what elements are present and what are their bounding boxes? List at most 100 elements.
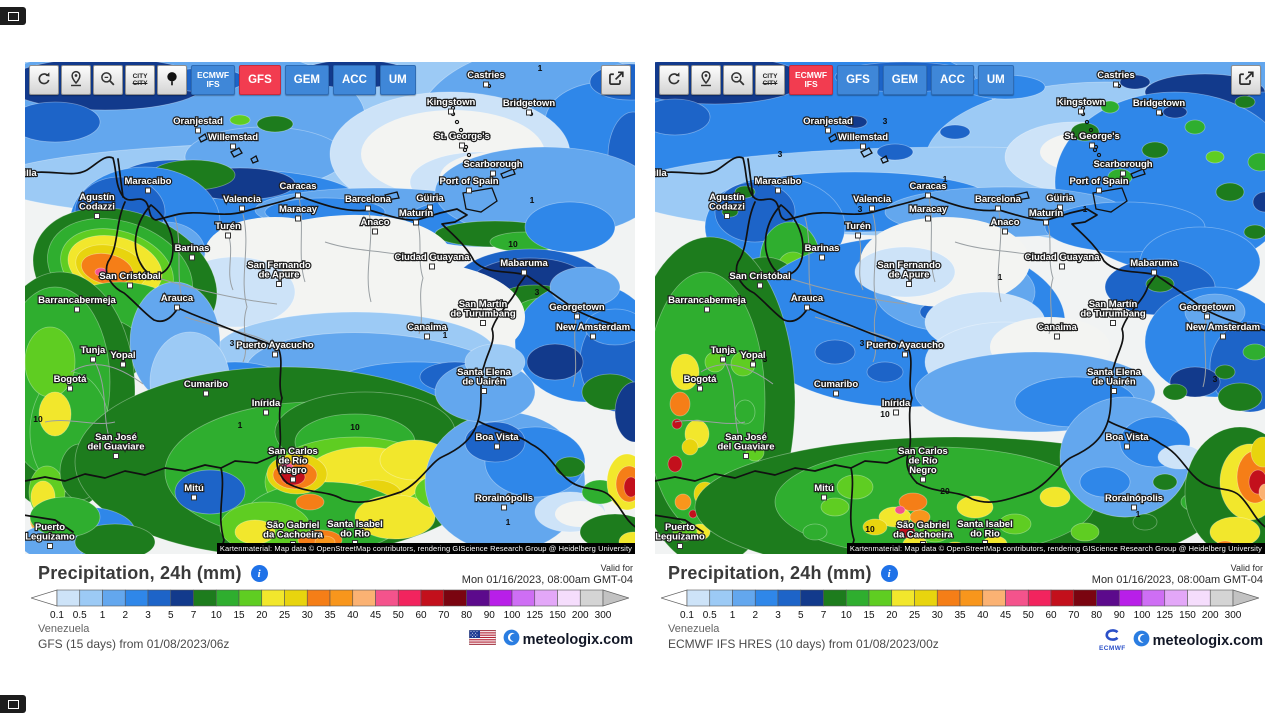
legend-header: Precipitation, 24h (mm) i Valid for Mon …: [25, 563, 635, 586]
model-tab-ecmwf-ifs[interactable]: ECMWF IFS: [789, 65, 834, 95]
svg-text:Tunja: Tunja: [711, 345, 736, 356]
export-button[interactable]: [1231, 65, 1261, 95]
city-label: New Amsterdam: [555, 321, 631, 340]
svg-text:3: 3: [535, 287, 540, 297]
svg-text:35: 35: [954, 610, 966, 620]
map-toolbar: CITY CITY ECMWF IFS GFS GEM ACC UM: [29, 65, 416, 95]
svg-text:10: 10: [865, 524, 875, 534]
precipitation-map-gfs[interactable]: 11110313110101BarranquillaCartagenaSince…: [25, 62, 635, 554]
city-label: Puerto Leguízamo: [25, 521, 76, 549]
svg-text:Valencia: Valencia: [223, 194, 262, 205]
svg-text:Oranjestad: Oranjestad: [173, 116, 223, 127]
city-label: Port of Spain: [438, 175, 500, 194]
valid-for-block: Valid for Mon 01/16/2023, 08:00am GMT-04: [462, 563, 633, 586]
svg-text:Barrancabermeja: Barrancabermeja: [38, 295, 116, 306]
location-button[interactable]: [61, 65, 91, 95]
svg-text:Barranquilla: Barranquilla: [25, 168, 37, 179]
svg-text:7: 7: [821, 610, 827, 620]
svg-text:Yopal: Yopal: [110, 350, 135, 361]
model-tab-gfs[interactable]: GFS: [837, 65, 879, 95]
model-tab-gem[interactable]: GEM: [284, 65, 329, 95]
svg-text:10: 10: [841, 610, 853, 620]
city-labels-button[interactable]: CITY CITY: [125, 65, 155, 95]
city-label: Maturín: [1028, 207, 1065, 226]
valid-for-label: Valid for: [600, 563, 633, 573]
city-label: Scarborough: [1092, 158, 1154, 177]
map-canvas[interactable]: 31331311331020201013BarranquillaCartagen…: [655, 62, 1265, 554]
region-label: Venezuela: [38, 623, 90, 635]
model-tab-um[interactable]: UM: [379, 65, 416, 95]
city-label: Oranjestad: [172, 115, 224, 134]
city-labels-button[interactable]: CITY CITY: [755, 65, 785, 95]
svg-text:Caracas: Caracas: [280, 181, 317, 192]
brand[interactable]: meteologix.com: [503, 629, 633, 651]
svg-text:5: 5: [798, 610, 804, 620]
zoom-out-button[interactable]: [93, 65, 123, 95]
city-label: Ciudad Guayana: [393, 251, 471, 270]
info-icon[interactable]: i: [880, 565, 898, 582]
screen-corner-widget-bottom[interactable]: [0, 695, 26, 713]
model-tab-gfs[interactable]: GFS: [239, 65, 281, 95]
legend-title: Precipitation, 24h (mm): [38, 563, 242, 583]
city-labels-toggle-text: CITY CITY: [762, 72, 778, 87]
svg-text:Boa Vista: Boa Vista: [1105, 432, 1149, 443]
svg-text:0.5: 0.5: [703, 610, 717, 620]
region-label: Venezuela: [668, 623, 720, 635]
location-button[interactable]: [691, 65, 721, 95]
city-label: Canaima: [406, 321, 449, 340]
city-label: Agustín Codazzi: [708, 191, 746, 219]
brand[interactable]: meteologix.com: [1133, 630, 1263, 652]
panel-footer: Venezuela GFS (15 days) from 01/08/2023/…: [25, 623, 635, 651]
city-label: San José del Guaviare: [716, 431, 776, 459]
svg-text:10: 10: [880, 409, 890, 419]
city-label: Barcelona: [974, 193, 1023, 212]
city-label: Santa Elena de Uairén: [1086, 366, 1143, 394]
svg-text:15: 15: [233, 610, 245, 620]
refresh-button[interactable]: [659, 65, 689, 95]
screen-corner-widget-top[interactable]: [0, 7, 26, 25]
svg-text:10: 10: [508, 239, 518, 249]
svg-text:50: 50: [1023, 610, 1035, 620]
svg-text:Castries: Castries: [1097, 70, 1135, 81]
svg-text:Canaima: Canaima: [407, 322, 447, 333]
svg-text:New Amsterdam: New Amsterdam: [556, 322, 630, 333]
svg-text:Barcelona: Barcelona: [345, 194, 392, 205]
city-label: Bridgetown: [1132, 97, 1187, 116]
svg-text:Anaco: Anaco: [990, 217, 1019, 228]
svg-text:Georgetown: Georgetown: [549, 302, 605, 313]
city-label: Cumaribo: [183, 378, 230, 397]
svg-text:Maturín: Maturín: [1029, 208, 1064, 219]
svg-text:Georgetown: Georgetown: [1179, 302, 1235, 313]
model-tab-gem[interactable]: GEM: [882, 65, 927, 95]
map-canvas[interactable]: 11110313110101BarranquillaCartagenaSince…: [25, 62, 635, 554]
city-label: Tunja: [709, 344, 737, 363]
precipitation-map-ecmwf[interactable]: 31331311331020201013BarranquillaCartagen…: [655, 62, 1265, 554]
zoom-out-icon: [99, 70, 117, 91]
svg-text:Tunja: Tunja: [81, 345, 106, 356]
svg-text:5: 5: [168, 610, 174, 620]
refresh-button[interactable]: [29, 65, 59, 95]
model-run-label: ECMWF IFS HRES (10 days) from 01/08/2023…: [668, 637, 939, 651]
city-label: Barinas: [803, 242, 841, 261]
svg-text:Mitú: Mitú: [184, 483, 204, 494]
model-tab-um[interactable]: UM: [977, 65, 1014, 95]
city-label: Puerto Leguízamo: [655, 521, 706, 549]
svg-text:70: 70: [438, 610, 450, 620]
model-tab-ecmwf-ifs[interactable]: ECMWF IFS: [191, 65, 236, 95]
city-label: Mitú: [183, 482, 205, 501]
info-icon[interactable]: i: [250, 565, 268, 582]
zoom-out-button[interactable]: [723, 65, 753, 95]
export-button[interactable]: [601, 65, 631, 95]
svg-text:150: 150: [549, 610, 566, 620]
city-label: Kingstown: [1056, 96, 1107, 115]
svg-text:Maracay: Maracay: [909, 204, 948, 215]
city-label: Maracaibo: [123, 175, 173, 194]
svg-text:San Cristóbal: San Cristóbal: [729, 271, 790, 282]
marker-button[interactable]: [157, 65, 187, 95]
model-tab-acc[interactable]: ACC: [332, 65, 376, 95]
svg-text:Canaima: Canaima: [1037, 322, 1077, 333]
model-tab-acc[interactable]: ACC: [930, 65, 974, 95]
